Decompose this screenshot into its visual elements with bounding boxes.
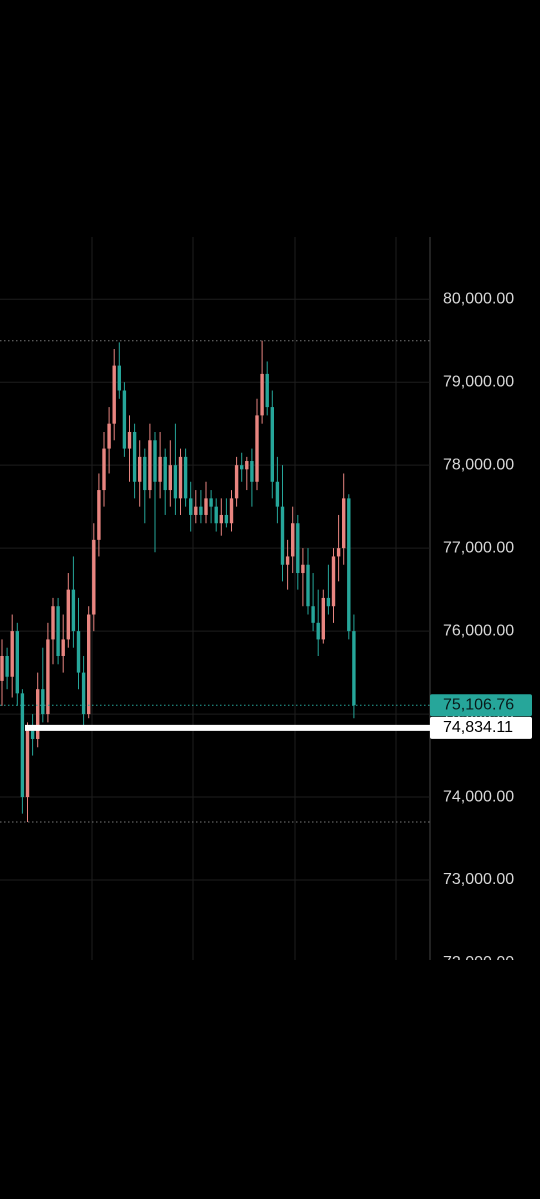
candle-body [342,498,346,549]
candle-body [275,481,280,507]
candle-body [127,431,132,449]
y-tick-label: 80,000.00 [443,290,514,307]
candle-body [10,631,14,677]
y-tick-label: 74,000.00 [443,788,514,805]
candle-body [183,456,188,499]
candle-body [199,506,203,515]
candle-body [316,622,320,640]
candle-body [81,672,86,715]
candle-body [224,514,229,524]
candle-body [36,689,40,739]
candle-body [168,465,172,491]
candle-body [214,506,218,524]
candle-body [229,498,234,524]
candle-body [326,597,331,607]
candle-body [204,498,208,515]
candle-body [250,461,254,482]
candle-body [66,589,70,640]
candle-body [194,506,198,515]
candle-body [260,373,264,416]
candle-body [0,656,4,681]
candle-body [189,498,193,515]
candle-body [112,365,116,424]
candle-body [87,614,91,715]
candle-body [173,465,178,499]
candle-body [92,539,96,615]
candle-body [102,448,106,491]
candle-body [255,415,259,482]
marked-price-label: 74,834.11 [443,719,513,736]
candle-body [321,597,325,640]
candle-body [15,631,19,694]
current-price-label: 75,106.76 [443,696,514,713]
candle-body [56,606,60,657]
candle-body [296,523,300,574]
candle-body [301,564,305,574]
candle-body [331,556,336,607]
candle-body [245,461,249,470]
candle-body [143,456,147,491]
candle-body [347,498,351,632]
y-tick-label: 73,000.00 [443,871,514,888]
plot: 72,000.0073,000.0074,000.0075,000.0076,0… [0,290,514,971]
current-price-box [430,694,532,717]
y-tick-label: 72,000.00 [443,954,514,971]
y-tick-label: 77,000.00 [443,539,514,556]
candle-body [25,730,30,798]
candle-body [5,656,9,677]
vertical-grid [91,237,397,960]
candle-body [30,730,35,739]
candle-body [153,440,157,482]
candle-body [285,556,290,565]
candle-body [280,506,285,565]
candle-body [352,631,356,706]
candle-body [71,589,76,632]
candle-body [311,606,315,623]
candle-body [51,606,55,640]
candle-body [61,639,65,657]
candle-body [158,456,162,482]
candle-body [336,548,341,557]
candle-body [291,523,295,557]
candle-body [117,365,121,391]
candle-body [306,564,310,607]
candle-body [97,490,101,540]
candle-body [163,456,167,491]
marked-price-box [430,716,532,739]
candle-body [219,514,223,524]
candle-body [41,689,45,715]
candle-body [122,390,127,449]
candle-body [132,431,137,482]
candle-body [20,693,25,798]
candle-body [138,456,142,482]
candle-body [240,465,244,470]
candle-body [76,631,81,673]
candle-body [265,373,269,408]
candle-body [107,423,111,449]
candle-body [178,456,183,499]
candle-body [234,465,239,499]
candle-body [270,407,274,482]
y-tick-label: 79,000.00 [443,373,514,390]
y-tick-label: 76,000.00 [443,622,514,639]
candle-body [148,440,152,491]
candle-body [209,498,213,507]
y-tick-label: 78,000.00 [443,456,514,473]
candle-body [46,639,50,715]
